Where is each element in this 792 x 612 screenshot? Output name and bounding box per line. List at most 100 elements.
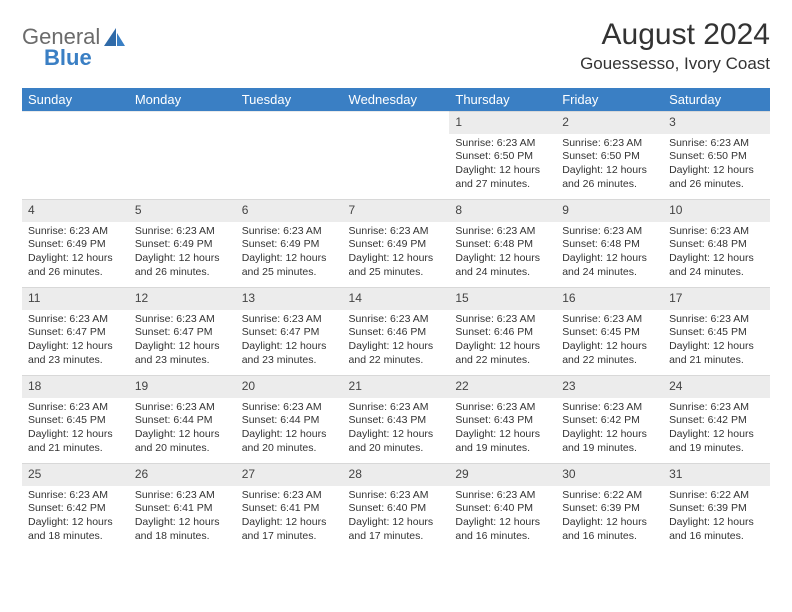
location-label: Gouessesso, Ivory Coast	[580, 54, 770, 74]
day-info-line: Sunset: 6:48 PM	[562, 238, 657, 252]
day-number: 13	[236, 287, 343, 310]
day-content: Sunrise: 6:22 AMSunset: 6:39 PMDaylight:…	[556, 486, 663, 550]
weekday-header: Saturday	[663, 88, 770, 111]
day-info-line: Daylight: 12 hours	[349, 516, 444, 530]
day-content: Sunrise: 6:23 AMSunset: 6:41 PMDaylight:…	[236, 486, 343, 550]
calendar-day-cell: 18Sunrise: 6:23 AMSunset: 6:45 PMDayligh…	[22, 375, 129, 463]
day-content: Sunrise: 6:23 AMSunset: 6:50 PMDaylight:…	[663, 134, 770, 198]
month-title: August 2024	[580, 18, 770, 52]
day-info-line: Daylight: 12 hours	[242, 252, 337, 266]
calendar-day-cell: 21Sunrise: 6:23 AMSunset: 6:43 PMDayligh…	[343, 375, 450, 463]
header: General Blue August 2024 Gouessesso, Ivo…	[22, 18, 770, 74]
day-content	[22, 131, 129, 140]
day-info-line: Daylight: 12 hours	[135, 428, 230, 442]
day-info-line: Daylight: 12 hours	[669, 252, 764, 266]
day-content: Sunrise: 6:23 AMSunset: 6:40 PMDaylight:…	[449, 486, 556, 550]
calendar-week-row: 25Sunrise: 6:23 AMSunset: 6:42 PMDayligh…	[22, 463, 770, 551]
day-info-line: Daylight: 12 hours	[349, 340, 444, 354]
day-info-line: Sunset: 6:49 PM	[28, 238, 123, 252]
calendar-day-cell: 12Sunrise: 6:23 AMSunset: 6:47 PMDayligh…	[129, 287, 236, 375]
day-info-line: Sunrise: 6:23 AM	[455, 313, 550, 327]
day-info-line: and 25 minutes.	[242, 266, 337, 280]
day-content: Sunrise: 6:23 AMSunset: 6:49 PMDaylight:…	[129, 222, 236, 286]
day-number: 19	[129, 375, 236, 398]
day-info-line: Sunset: 6:39 PM	[669, 502, 764, 516]
day-info-line: Sunset: 6:46 PM	[349, 326, 444, 340]
day-info-line: Daylight: 12 hours	[28, 428, 123, 442]
day-content: Sunrise: 6:23 AMSunset: 6:48 PMDaylight:…	[663, 222, 770, 286]
calendar-day-cell: 30Sunrise: 6:22 AMSunset: 6:39 PMDayligh…	[556, 463, 663, 551]
day-info-line: Sunset: 6:43 PM	[455, 414, 550, 428]
day-number: 26	[129, 463, 236, 486]
day-info-line: and 19 minutes.	[562, 442, 657, 456]
day-number: 23	[556, 375, 663, 398]
day-number	[236, 111, 343, 131]
day-info-line: Daylight: 12 hours	[562, 164, 657, 178]
calendar-table: Sunday Monday Tuesday Wednesday Thursday…	[22, 88, 770, 551]
day-number: 28	[343, 463, 450, 486]
calendar-day-cell: 14Sunrise: 6:23 AMSunset: 6:46 PMDayligh…	[343, 287, 450, 375]
day-info-line: Daylight: 12 hours	[135, 252, 230, 266]
day-content: Sunrise: 6:23 AMSunset: 6:46 PMDaylight:…	[449, 310, 556, 374]
day-info-line: and 18 minutes.	[28, 530, 123, 544]
day-info-line: and 23 minutes.	[135, 354, 230, 368]
calendar-day-cell: 22Sunrise: 6:23 AMSunset: 6:43 PMDayligh…	[449, 375, 556, 463]
day-info-line: Daylight: 12 hours	[455, 516, 550, 530]
day-info-line: Sunrise: 6:23 AM	[349, 225, 444, 239]
day-content: Sunrise: 6:23 AMSunset: 6:40 PMDaylight:…	[343, 486, 450, 550]
day-number: 10	[663, 199, 770, 222]
day-content	[343, 131, 450, 140]
day-info-line: Sunrise: 6:23 AM	[242, 313, 337, 327]
day-number: 9	[556, 199, 663, 222]
day-info-line: Daylight: 12 hours	[669, 428, 764, 442]
day-info-line: Sunrise: 6:23 AM	[349, 313, 444, 327]
day-info-line: Sunset: 6:42 PM	[562, 414, 657, 428]
day-info-line: Sunrise: 6:23 AM	[242, 401, 337, 415]
calendar-day-cell: 27Sunrise: 6:23 AMSunset: 6:41 PMDayligh…	[236, 463, 343, 551]
day-info-line: Sunrise: 6:23 AM	[455, 401, 550, 415]
day-content: Sunrise: 6:23 AMSunset: 6:45 PMDaylight:…	[663, 310, 770, 374]
day-number: 5	[129, 199, 236, 222]
weekday-header-row: Sunday Monday Tuesday Wednesday Thursday…	[22, 88, 770, 111]
day-info-line: Sunset: 6:42 PM	[669, 414, 764, 428]
day-info-line: Sunset: 6:45 PM	[562, 326, 657, 340]
calendar-day-cell	[129, 111, 236, 199]
day-number: 25	[22, 463, 129, 486]
day-info-line: Sunrise: 6:23 AM	[349, 401, 444, 415]
day-info-line: Sunrise: 6:23 AM	[455, 225, 550, 239]
day-info-line: Daylight: 12 hours	[669, 516, 764, 530]
calendar-day-cell: 13Sunrise: 6:23 AMSunset: 6:47 PMDayligh…	[236, 287, 343, 375]
day-info-line: and 27 minutes.	[455, 178, 550, 192]
day-info-line: and 16 minutes.	[562, 530, 657, 544]
calendar-day-cell: 2Sunrise: 6:23 AMSunset: 6:50 PMDaylight…	[556, 111, 663, 199]
day-info-line: Sunset: 6:39 PM	[562, 502, 657, 516]
day-info-line: Sunrise: 6:23 AM	[562, 401, 657, 415]
day-info-line: Sunset: 6:48 PM	[455, 238, 550, 252]
day-info-line: and 23 minutes.	[28, 354, 123, 368]
calendar-day-cell: 16Sunrise: 6:23 AMSunset: 6:45 PMDayligh…	[556, 287, 663, 375]
day-info-line: Sunrise: 6:23 AM	[135, 225, 230, 239]
weekday-header: Wednesday	[343, 88, 450, 111]
calendar-body: 1Sunrise: 6:23 AMSunset: 6:50 PMDaylight…	[22, 111, 770, 551]
day-content: Sunrise: 6:22 AMSunset: 6:39 PMDaylight:…	[663, 486, 770, 550]
day-info-line: Sunset: 6:49 PM	[135, 238, 230, 252]
day-info-line: Sunset: 6:42 PM	[28, 502, 123, 516]
day-info-line: Sunset: 6:40 PM	[455, 502, 550, 516]
calendar-day-cell: 31Sunrise: 6:22 AMSunset: 6:39 PMDayligh…	[663, 463, 770, 551]
day-info-line: and 17 minutes.	[349, 530, 444, 544]
calendar-day-cell	[236, 111, 343, 199]
day-info-line: Sunset: 6:41 PM	[242, 502, 337, 516]
calendar-day-cell: 7Sunrise: 6:23 AMSunset: 6:49 PMDaylight…	[343, 199, 450, 287]
brand-line2: Blue	[44, 47, 100, 69]
day-info-line: Sunset: 6:49 PM	[242, 238, 337, 252]
day-content: Sunrise: 6:23 AMSunset: 6:42 PMDaylight:…	[22, 486, 129, 550]
day-info-line: and 22 minutes.	[349, 354, 444, 368]
day-info-line: Sunset: 6:43 PM	[349, 414, 444, 428]
calendar-day-cell: 20Sunrise: 6:23 AMSunset: 6:44 PMDayligh…	[236, 375, 343, 463]
calendar-day-cell: 10Sunrise: 6:23 AMSunset: 6:48 PMDayligh…	[663, 199, 770, 287]
day-info-line: Sunrise: 6:23 AM	[135, 313, 230, 327]
weekday-header: Monday	[129, 88, 236, 111]
day-info-line: Daylight: 12 hours	[28, 340, 123, 354]
day-info-line: Sunset: 6:47 PM	[135, 326, 230, 340]
day-info-line: Daylight: 12 hours	[28, 252, 123, 266]
